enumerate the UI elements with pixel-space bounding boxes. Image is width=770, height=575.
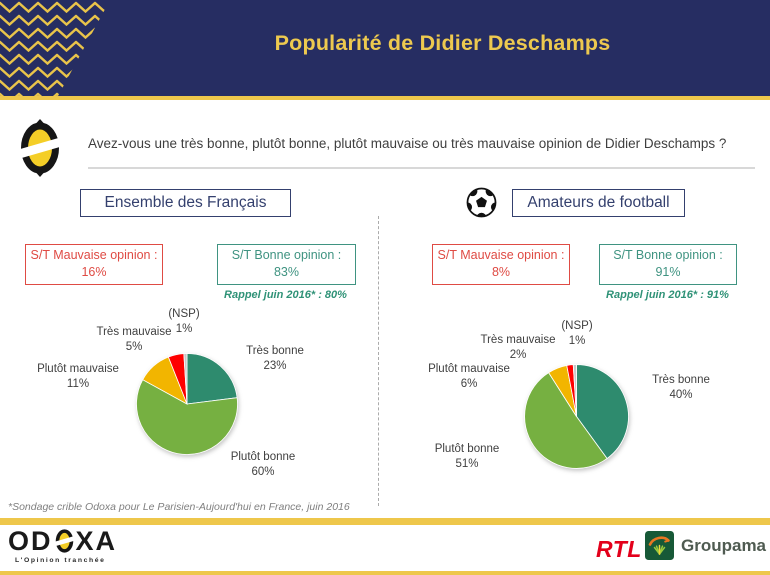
label-pct: 23% — [263, 360, 287, 372]
pie-label-tres-bonne: Très bonne 23% — [220, 344, 330, 374]
pie-label-nsp: (NSP) 1% — [129, 307, 239, 337]
odoxa-emblem-small-icon — [54, 529, 74, 553]
groupama-text: Groupama — [681, 535, 767, 555]
st-mauvaise-box-ensemble: S/T Mauvaise opinion : 16% — [25, 244, 163, 285]
header-divider — [0, 96, 770, 100]
pie-slice — [136, 379, 238, 455]
label-name: Très bonne — [652, 374, 710, 386]
st-bonne-box-ensemble: S/T Bonne opinion : 83% — [217, 244, 356, 285]
label-name: Très mauvaise — [480, 334, 556, 346]
recall-ensemble: Rappel juin 2016* : 80% — [224, 289, 347, 301]
label-name: Plutôt bonne — [434, 443, 500, 455]
st-value: 83% — [273, 265, 300, 279]
label-name: Plutôt bonne — [230, 451, 296, 463]
st-label: S/T Bonne opinion : — [231, 248, 342, 262]
label-pct: 40% — [669, 389, 693, 401]
pie-label-tres-mauvaise: Très mauvaise 5% — [79, 325, 189, 355]
odoxa-text-right: XA — [75, 526, 118, 556]
pie-chart-ensemble — [136, 353, 238, 455]
pie-label-plutot-bonne: Plutôt bonne 51% — [412, 442, 522, 472]
panel-title-amateurs: Amateurs de football — [512, 189, 685, 217]
st-bonne-box-amateurs: S/T Bonne opinion : 91% — [599, 244, 737, 285]
footer-divider — [0, 518, 770, 525]
panel-title-ensemble: Ensemble des Français — [80, 189, 291, 217]
st-label: S/T Bonne opinion : — [613, 248, 723, 262]
label-name: Très mauvaise — [96, 326, 172, 338]
groupama-emblem-icon — [645, 531, 674, 560]
pie-label-nsp: (NSP) 1% — [522, 319, 632, 349]
pie-label-tres-mauvaise: Très mauvaise 2% — [463, 333, 573, 363]
st-label: S/T Mauvaise opinion : — [437, 248, 565, 262]
odoxa-wordmark: OD XA — [8, 527, 117, 555]
pie-slice — [524, 372, 608, 469]
pie-slice — [576, 364, 629, 460]
label-pct: 1% — [568, 335, 586, 347]
label-name: Plutôt mauvaise — [428, 363, 510, 375]
header-band: Popularité de Didier Deschamps — [0, 0, 770, 96]
pie-slice — [186, 353, 238, 405]
st-label: S/T Mauvaise opinion : — [30, 248, 158, 262]
pie-label-tres-bonne: Très bonne 40% — [626, 373, 736, 403]
label-name: (NSP) — [168, 308, 200, 320]
label-pct: 1% — [175, 323, 193, 335]
bottom-divider — [0, 571, 770, 575]
pie-label-plutot-mauvaise: Plutôt mauvaise 6% — [414, 362, 524, 392]
st-value: 8% — [491, 265, 511, 279]
st-mauvaise-box-amateurs: S/T Mauvaise opinion : 8% — [432, 244, 570, 285]
pie-label-plutot-mauvaise: Plutôt mauvaise 11% — [23, 362, 133, 392]
odoxa-logo: OD XA L'Opinion tranchée — [8, 527, 117, 564]
label-pct: 5% — [125, 341, 143, 353]
label-pct: 6% — [460, 378, 478, 390]
st-value: 16% — [81, 265, 107, 279]
pie-slice — [183, 353, 188, 405]
label-pct: 11% — [66, 378, 90, 390]
pie-slice — [572, 364, 577, 417]
odoxa-text-left: OD — [8, 526, 53, 556]
label-pct: 2% — [509, 349, 527, 361]
odoxa-emblem-icon — [19, 119, 61, 177]
groupama-logo: Groupama — [645, 531, 766, 560]
label-name: (NSP) — [561, 320, 593, 332]
rtl-logo: RTL — [596, 536, 642, 562]
chevron-pattern — [0, 0, 110, 96]
soccer-ball-icon — [466, 187, 497, 218]
page-title: Popularité de Didier Deschamps — [274, 31, 611, 55]
label-name: Plutôt mauvaise — [37, 363, 119, 375]
st-value: 91% — [655, 265, 681, 279]
recall-amateurs: Rappel juin 2016* : 91% — [606, 289, 729, 301]
label-name: Très bonne — [246, 345, 304, 357]
odoxa-tagline: L'Opinion tranchée — [15, 557, 106, 564]
panel-separator — [378, 216, 379, 506]
question-text: Avez-vous une très bonne, plutôt bonne, … — [88, 136, 727, 151]
pie-label-plutot-bonne: Plutôt bonne 60% — [208, 450, 318, 480]
label-pct: 51% — [455, 458, 479, 470]
question-underline — [88, 167, 755, 169]
label-pct: 60% — [251, 466, 275, 478]
source-note: *Sondage crible Odoxa pour Le Parisien-A… — [8, 501, 350, 513]
pie-chart-amateurs — [524, 364, 629, 469]
